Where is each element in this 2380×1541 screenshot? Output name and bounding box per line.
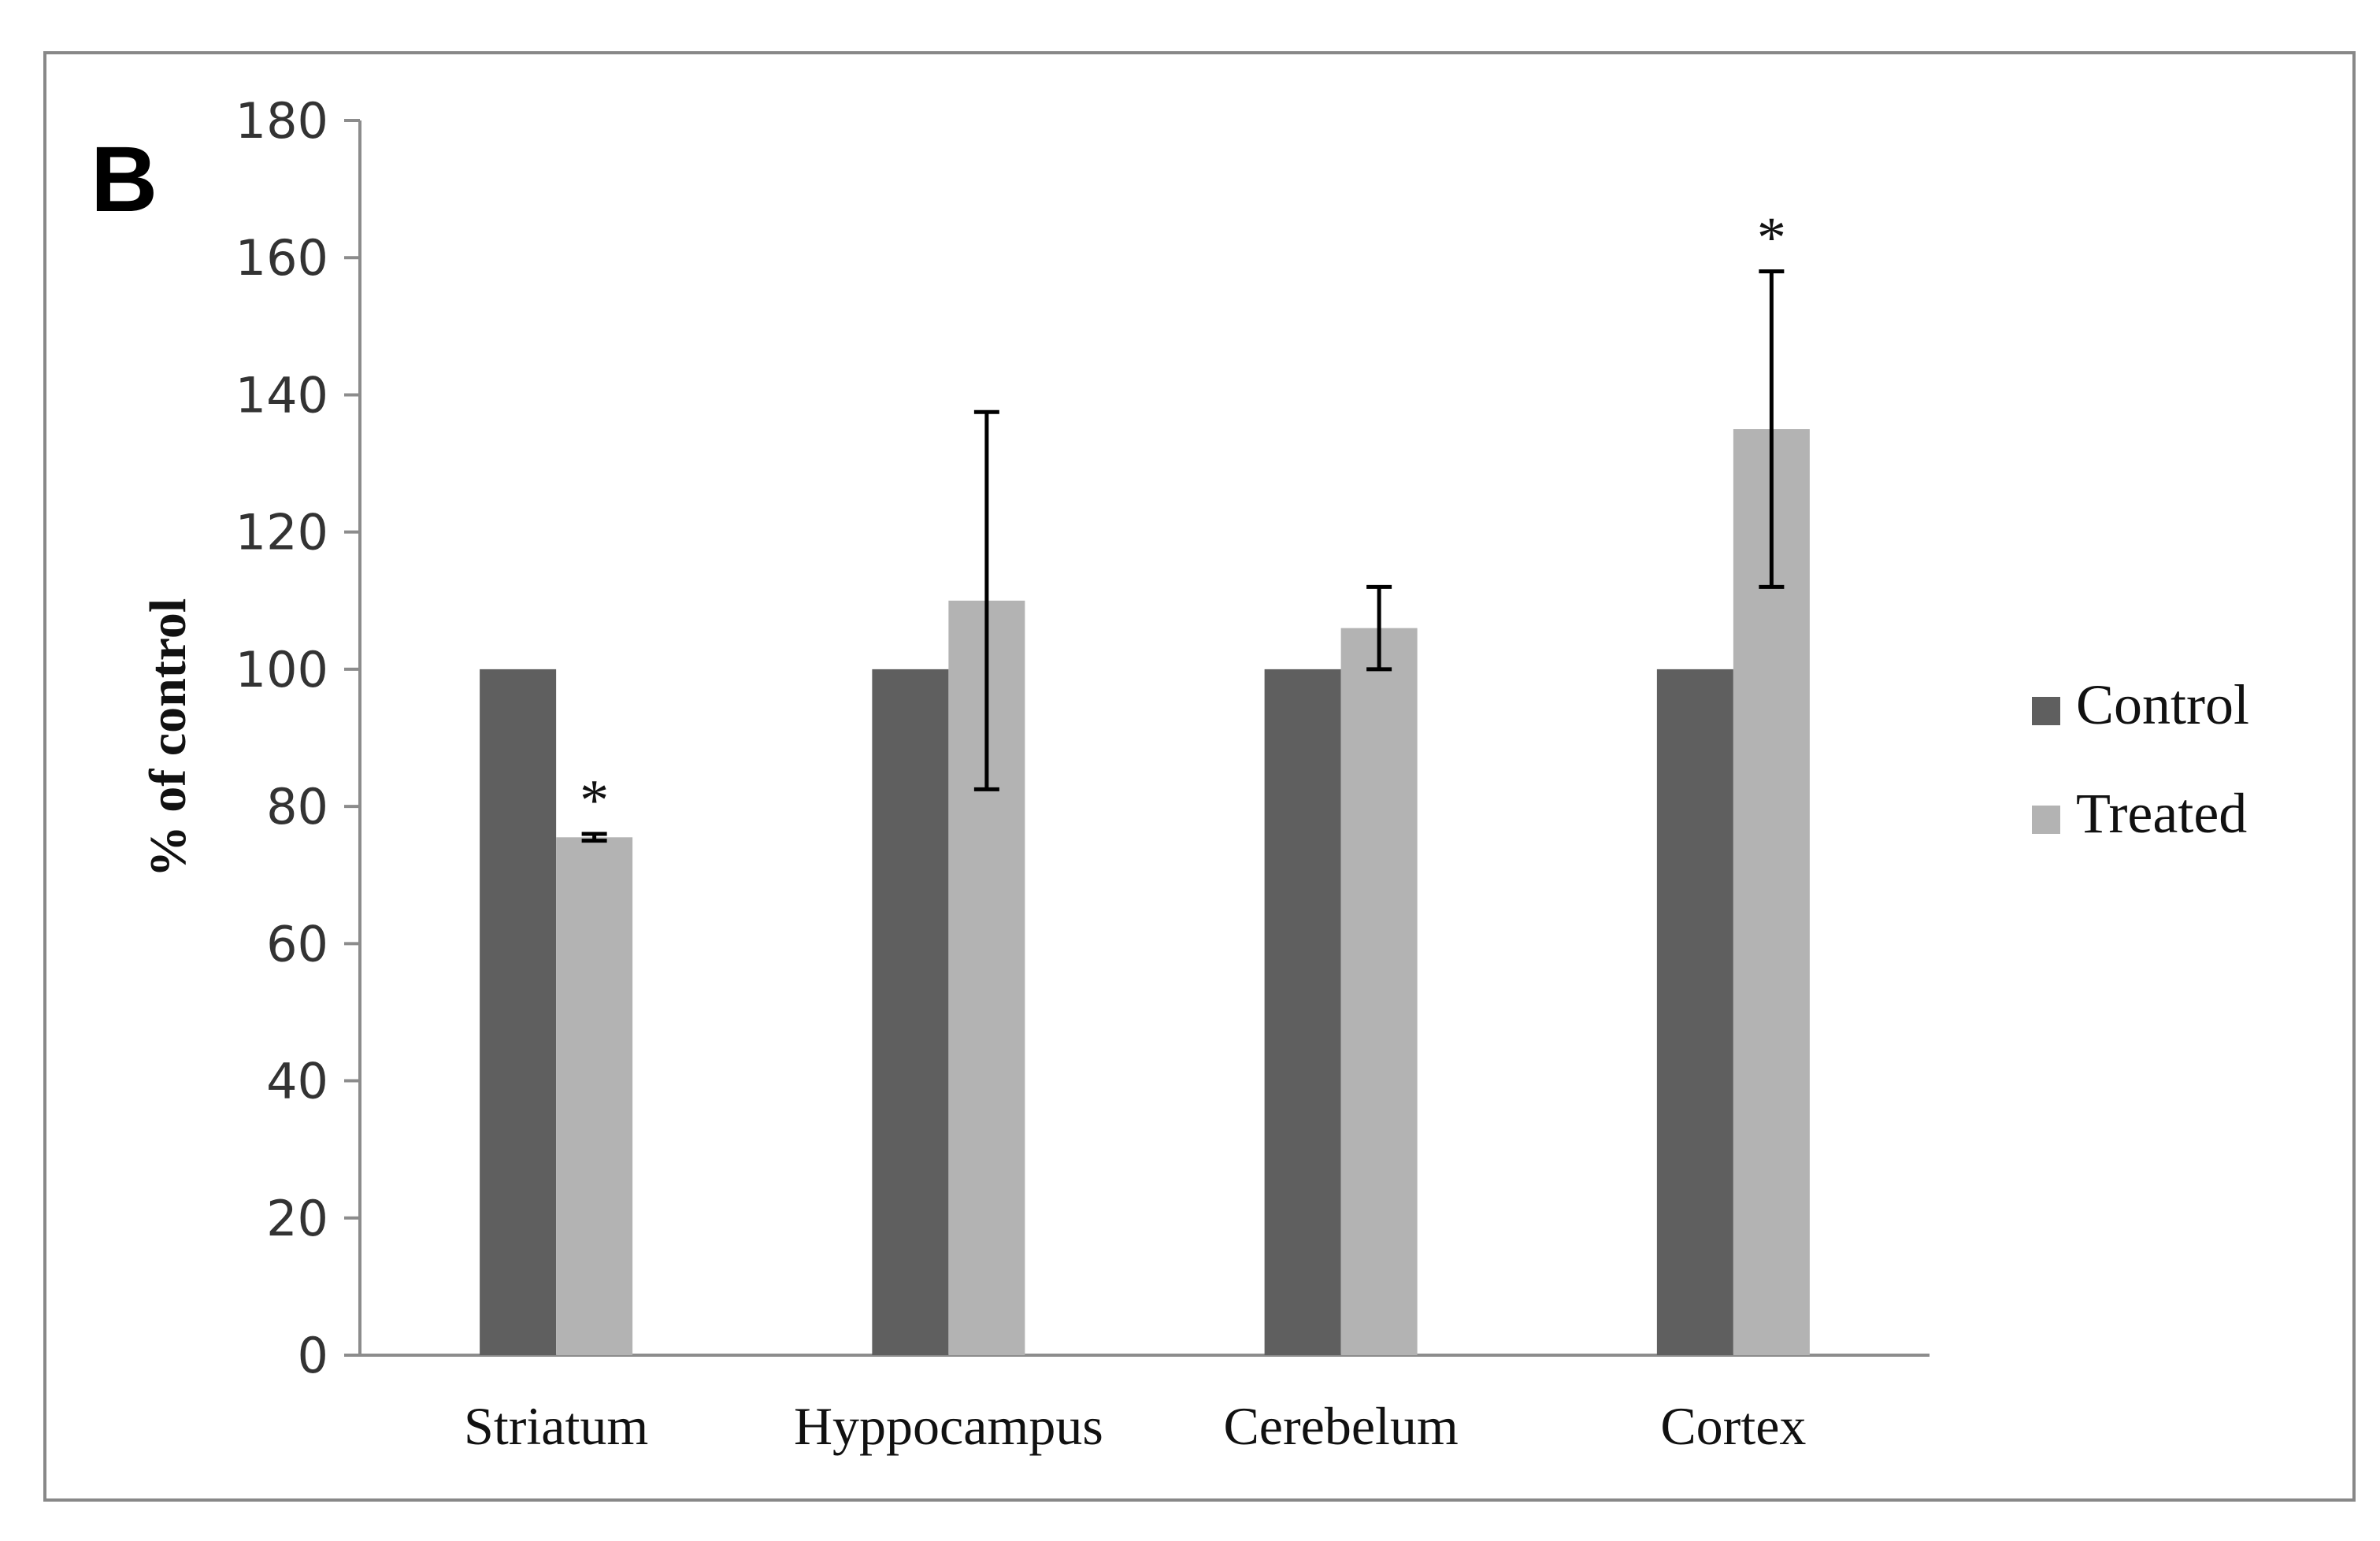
legend-swatch-treated	[2032, 806, 2060, 834]
legend-label-control: Control	[2076, 673, 2249, 736]
bar-treated-cerebelum	[1340, 628, 1418, 1355]
y-axis: 0 20 40 60 80 100 120 140 160 180 % of control	[139, 92, 361, 1384]
y-tick-label: 0	[298, 1327, 328, 1384]
bar-control-cortex	[1656, 669, 1733, 1355]
panel-label: B	[91, 128, 158, 232]
y-tick-label: 60	[266, 915, 328, 972]
x-category-label: Cerebelum	[1223, 1396, 1458, 1456]
bar-control-cerebelum	[1264, 669, 1341, 1355]
x-category-label: Striatum	[464, 1396, 648, 1456]
y-axis-title: % of control	[139, 598, 197, 877]
y-tick-label: 120	[235, 504, 328, 561]
y-tick-label: 100	[235, 641, 328, 698]
annotations: **	[580, 206, 1786, 833]
error-bars	[581, 269, 1785, 843]
x-category-label: Cortex	[1660, 1396, 1806, 1456]
x-category-label: Hyppocampus	[794, 1396, 1103, 1456]
legend: Control Treated	[2032, 673, 2249, 845]
bar-treated-striatum	[556, 837, 633, 1355]
y-tick-label: 40	[266, 1053, 328, 1110]
legend-swatch-control	[2032, 697, 2060, 725]
legend-label-treated: Treated	[2076, 782, 2247, 845]
y-tick-label: 180	[235, 92, 328, 150]
figure-frame	[43, 51, 2356, 1502]
y-tick-label: 20	[266, 1190, 328, 1247]
significance-star: *	[1757, 206, 1786, 271]
y-tick-label: 140	[235, 366, 328, 424]
bar-control-striatum	[480, 669, 557, 1355]
y-tick-label: 160	[235, 229, 328, 287]
bar-control-hyppocampus	[872, 669, 949, 1355]
y-tick-label: 80	[266, 778, 328, 835]
significance-star: *	[580, 769, 609, 833]
